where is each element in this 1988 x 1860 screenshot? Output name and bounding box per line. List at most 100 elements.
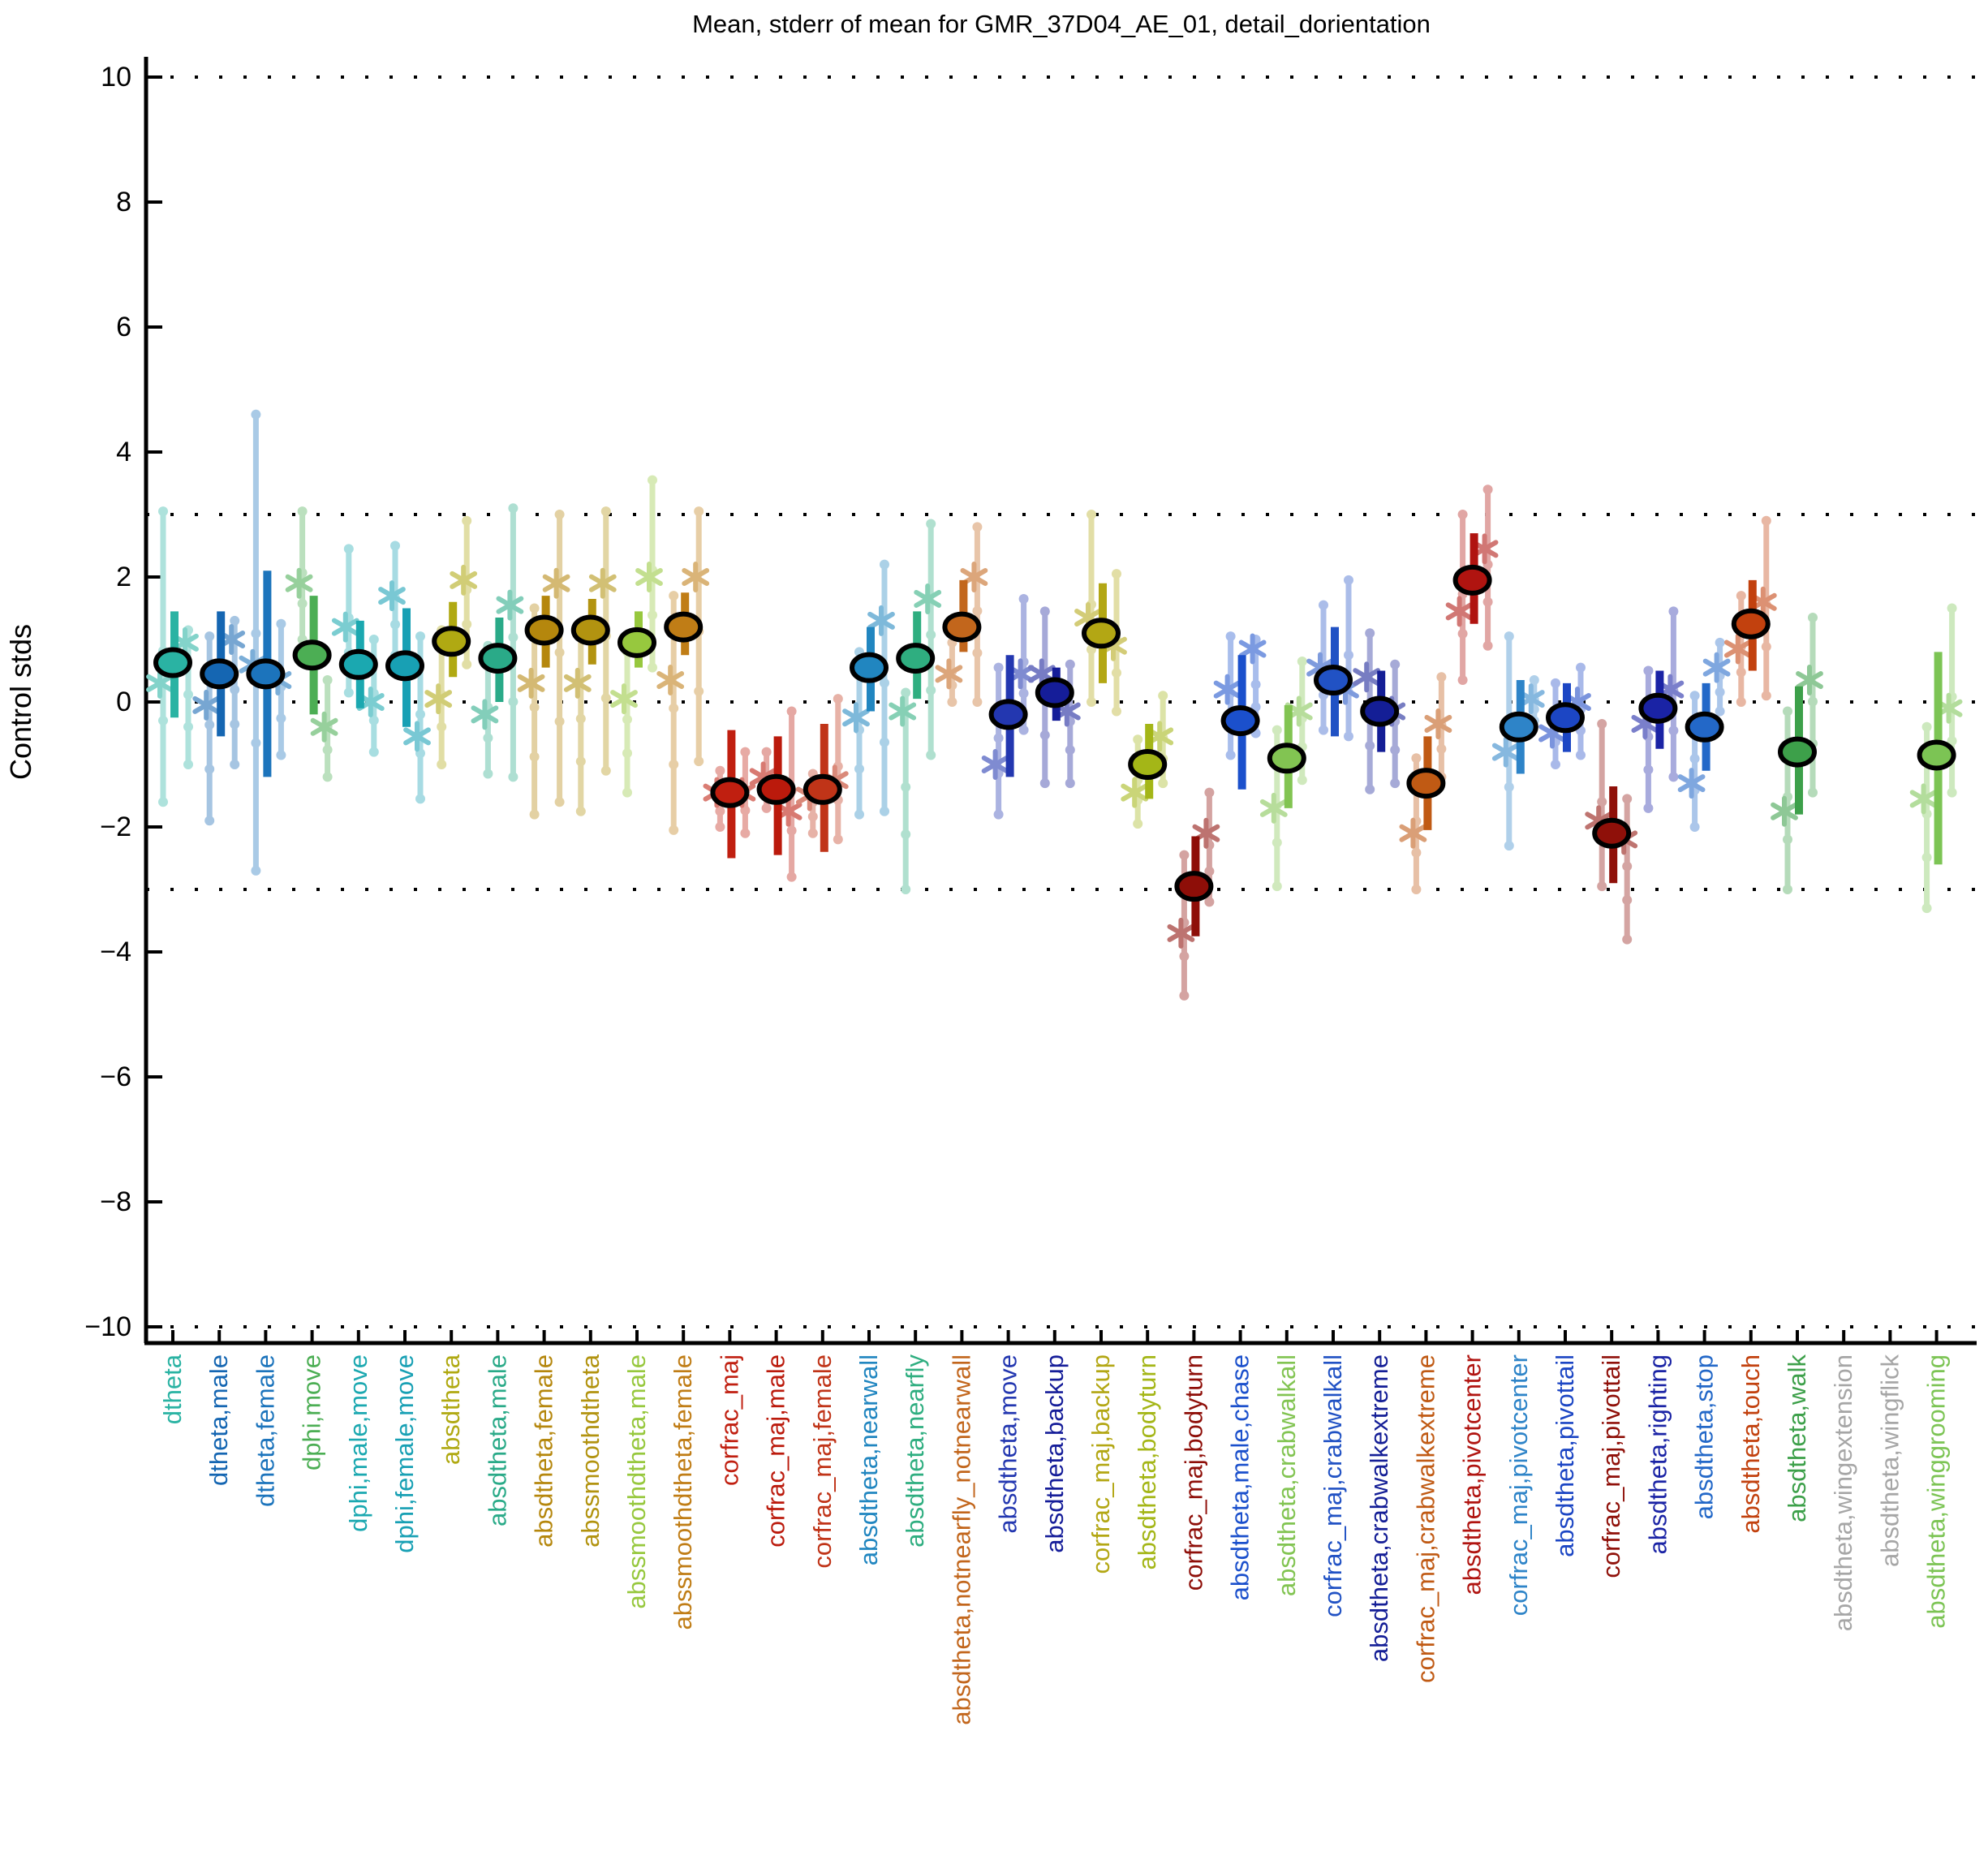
control-set-dot xyxy=(1457,675,1468,686)
mean-marker-dtheta,male xyxy=(200,658,239,690)
control-set-dot xyxy=(901,829,911,840)
control-set-dot xyxy=(786,825,797,836)
control-set-dot xyxy=(1204,866,1215,876)
y-tick-label: −2 xyxy=(100,812,131,842)
y-tick-label: 4 xyxy=(116,437,131,467)
mean-marker-absdtheta,crabwalkall xyxy=(1267,743,1306,774)
control-set-dot xyxy=(1597,881,1607,892)
control-set-dot xyxy=(1365,784,1375,794)
control-set-dot xyxy=(368,715,379,725)
control-set-dot xyxy=(462,515,472,526)
mean-marker-absdtheta,nearwall xyxy=(850,652,889,683)
control-set-dot xyxy=(1436,672,1447,682)
control-set-dot xyxy=(462,659,472,670)
control-set-dot xyxy=(1947,603,1957,614)
control-set-dot xyxy=(1133,734,1143,745)
control-set-dot xyxy=(669,591,679,601)
x-tick-label-absdtheta,bodyturn: absdtheta,bodyturn xyxy=(1133,1354,1161,1569)
control-set-dot xyxy=(740,805,751,816)
control-star xyxy=(403,721,431,752)
control-star xyxy=(1491,736,1520,768)
control-set-dot xyxy=(368,747,379,757)
control-set-dot xyxy=(926,750,936,760)
mean-marker-dphi,male,move xyxy=(338,648,378,680)
x-tick-label-abssmoothdtheta: abssmoothdtheta xyxy=(576,1354,605,1548)
control-set-dot xyxy=(880,678,889,688)
x-tick-label-corfrac_maj,pivottail: corfrac_maj,pivottail xyxy=(1597,1354,1625,1578)
control-set-dot xyxy=(554,717,565,727)
x-tick-label-absdtheta,stop: absdtheta,stop xyxy=(1690,1354,1719,1519)
control-set-dot xyxy=(1297,656,1307,666)
control-set-dot xyxy=(1039,606,1050,617)
x-tick-label-dtheta,male: dtheta,male xyxy=(204,1354,233,1486)
x-tick-label-absdtheta,wingflick: absdtheta,wingflick xyxy=(1875,1354,1904,1567)
control-set-dot xyxy=(183,721,193,732)
x-tick-label-absdtheta,winggrooming: absdtheta,winggrooming xyxy=(1922,1354,1951,1629)
control-set-dot xyxy=(230,760,240,769)
control-set-dot xyxy=(1065,659,1075,670)
x-tick-label-corfrac_maj: corfrac_maj xyxy=(715,1354,743,1486)
control-set-dot xyxy=(508,503,519,514)
control-set-dot xyxy=(554,648,565,658)
control-set-dot xyxy=(1921,721,1932,732)
mean-marker-absdtheta,winggrooming xyxy=(1917,739,1956,771)
control-set-dot xyxy=(669,703,679,713)
control-set-dot xyxy=(648,662,657,673)
x-tick-label-absdtheta,pivottail: absdtheta,pivottail xyxy=(1551,1354,1579,1557)
mean-marker-absdtheta,backup xyxy=(1035,677,1074,708)
control-star xyxy=(1909,783,1938,815)
control-set-dot xyxy=(1576,750,1586,760)
control-set-dot xyxy=(972,697,983,707)
control-set-dot xyxy=(1272,881,1282,892)
control-set-dot xyxy=(1319,600,1328,610)
control-set-dot xyxy=(1689,691,1700,701)
control-set-dot xyxy=(1319,725,1328,735)
y-tick-label: −10 xyxy=(84,1311,131,1342)
control-star xyxy=(1677,768,1706,799)
control-set-dot xyxy=(1808,787,1818,798)
control-set-dot xyxy=(833,834,843,845)
control-set-dot xyxy=(1643,764,1654,775)
mean-marker-absdtheta,bodyturn xyxy=(1128,749,1168,780)
x-tick-label-absdtheta,move: absdtheta,move xyxy=(994,1354,1022,1534)
control-set-dot xyxy=(1783,885,1792,894)
control-set-dot xyxy=(1622,861,1633,872)
control-set-dot xyxy=(1039,730,1050,740)
control-star xyxy=(378,580,406,612)
x-tick-label-corfrac_maj,male: corfrac_maj,male xyxy=(762,1354,790,1548)
control-set-dot xyxy=(1622,934,1633,945)
control-set-dot xyxy=(1921,903,1932,914)
control-set-dot xyxy=(1018,725,1029,735)
control-set-dot xyxy=(1622,895,1633,906)
control-set-dot xyxy=(600,765,611,776)
mean-marker-corfrac_maj,male xyxy=(756,773,796,805)
control-set-dot xyxy=(947,697,957,707)
control-set-dot xyxy=(1344,731,1353,742)
mean-marker-absdtheta,male,chase xyxy=(1220,705,1260,737)
control-set-dot xyxy=(437,721,447,732)
control-set-dot xyxy=(1668,725,1679,736)
x-tick-label-absdtheta,wingextension: absdtheta,wingextension xyxy=(1829,1354,1857,1631)
control-star xyxy=(331,611,359,643)
control-star xyxy=(1238,633,1267,665)
control-set-dot xyxy=(1761,641,1771,652)
y-tick-label: 10 xyxy=(101,62,131,93)
control-set-dot xyxy=(1668,606,1679,617)
mean-marker-corfrac_maj,crabwalkall xyxy=(1314,665,1353,696)
control-set-dot xyxy=(1761,515,1771,526)
control-set-dot xyxy=(1411,885,1422,894)
control-set-dot xyxy=(1576,662,1586,673)
control-set-dot xyxy=(204,816,215,826)
control-set-dot xyxy=(786,872,797,882)
mean-marker-corfrac_maj,crabwalkextreme xyxy=(1406,768,1446,799)
control-set-dot xyxy=(669,760,679,769)
control-set-dot xyxy=(204,764,215,774)
control-set-dot xyxy=(529,603,540,614)
mean-marker-corfrac_maj,bodyturn xyxy=(1174,871,1214,902)
control-set-dot xyxy=(575,756,586,767)
control-set-dot xyxy=(694,756,704,767)
control-star xyxy=(1723,633,1752,665)
control-star xyxy=(635,562,663,592)
control-set-dot xyxy=(1689,753,1700,764)
